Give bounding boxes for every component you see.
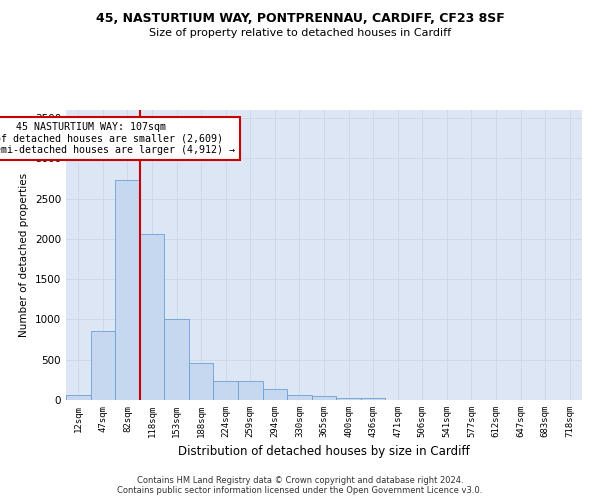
Text: 45, NASTURTIUM WAY, PONTPRENNAU, CARDIFF, CF23 8SF: 45, NASTURTIUM WAY, PONTPRENNAU, CARDIFF… bbox=[95, 12, 505, 26]
Bar bbox=[115, 180, 140, 400]
Y-axis label: Number of detached properties: Number of detached properties bbox=[19, 173, 29, 337]
Bar bbox=[336, 398, 361, 400]
Text: Size of property relative to detached houses in Cardiff: Size of property relative to detached ho… bbox=[149, 28, 451, 38]
Bar bbox=[214, 381, 238, 400]
Text: 45 NASTURTIUM WAY: 107sqm
← 34% of detached houses are smaller (2,609)
65% of se: 45 NASTURTIUM WAY: 107sqm ← 34% of detac… bbox=[0, 122, 235, 156]
Bar bbox=[140, 234, 164, 400]
Bar bbox=[164, 319, 189, 400]
Bar bbox=[263, 389, 287, 400]
Bar bbox=[312, 396, 336, 400]
Bar bbox=[66, 395, 91, 400]
Bar bbox=[91, 331, 115, 400]
Text: Contains HM Land Registry data © Crown copyright and database right 2024.
Contai: Contains HM Land Registry data © Crown c… bbox=[118, 476, 482, 495]
Bar bbox=[287, 395, 312, 400]
Bar bbox=[189, 363, 214, 400]
Bar bbox=[361, 398, 385, 400]
Bar bbox=[238, 382, 263, 400]
X-axis label: Distribution of detached houses by size in Cardiff: Distribution of detached houses by size … bbox=[178, 446, 470, 458]
